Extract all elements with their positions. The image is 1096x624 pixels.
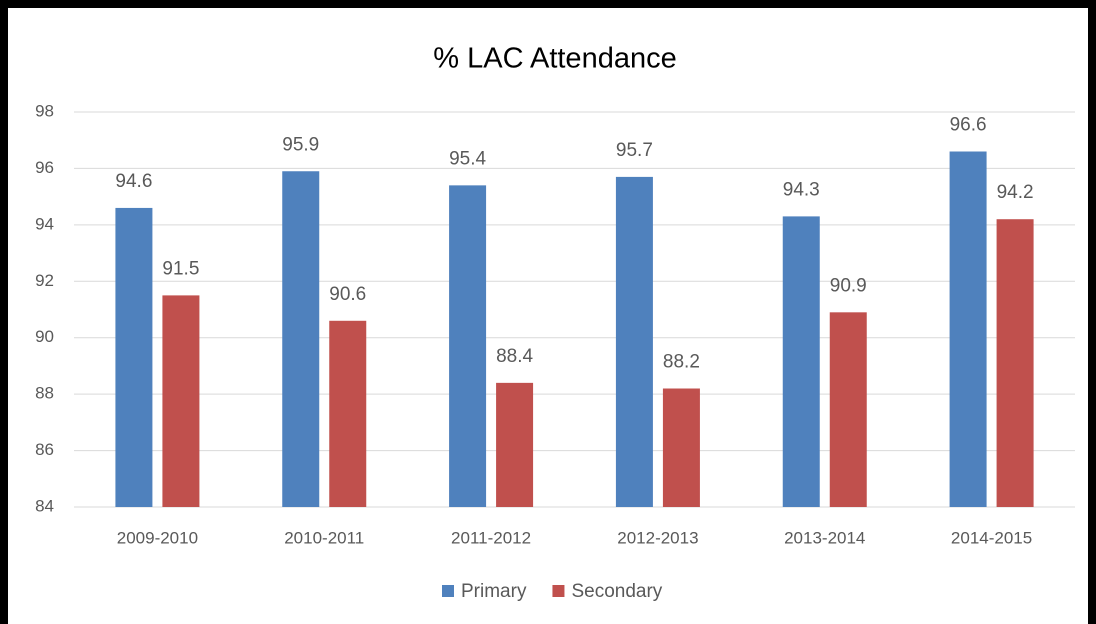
y-tick-label: 90 (35, 327, 54, 346)
data-label: 95.9 (282, 134, 319, 155)
bar (329, 320, 367, 507)
data-label: 96.6 (950, 115, 987, 136)
data-label: 95.7 (616, 140, 653, 161)
data-label: 88.4 (496, 346, 533, 367)
bar (949, 151, 987, 507)
y-tick-label: 84 (35, 496, 54, 515)
legend-swatch (442, 585, 454, 597)
x-tick-label: 2009-2010 (117, 528, 198, 547)
y-tick-label: 96 (35, 158, 54, 177)
y-tick-label: 86 (35, 440, 54, 459)
bar (996, 219, 1034, 507)
y-tick-label: 88 (35, 384, 54, 403)
x-tick-label: 2014-2015 (951, 528, 1032, 547)
bar (162, 295, 200, 507)
data-label: 94.3 (783, 179, 820, 200)
bar (662, 388, 700, 507)
chart-title: % LAC Attendance (433, 43, 676, 75)
y-tick-label: 94 (35, 214, 54, 233)
bar (282, 171, 320, 507)
data-label: 94.2 (997, 182, 1034, 203)
data-label: 90.9 (830, 275, 867, 296)
y-tick-label: 92 (35, 271, 54, 290)
data-label: 91.5 (162, 258, 199, 279)
y-tick-label: 98 (35, 101, 54, 120)
data-label: 88.2 (663, 352, 700, 373)
data-label: 94.6 (115, 171, 152, 192)
bar (829, 312, 867, 507)
data-label: 95.4 (449, 148, 486, 169)
legend-label: Secondary (571, 581, 662, 602)
bar (496, 382, 534, 507)
legend-label: Primary (461, 581, 527, 602)
x-tick-label: 2013-2014 (784, 528, 865, 547)
bar (782, 216, 820, 507)
x-tick-label: 2011-2012 (451, 528, 531, 547)
legend-swatch (552, 585, 565, 597)
data-label: 90.6 (329, 284, 366, 305)
x-tick-label: 2010-2011 (284, 528, 364, 547)
bar (449, 185, 487, 507)
bar (615, 176, 653, 507)
bar (115, 207, 153, 507)
x-tick-label: 2012-2013 (617, 528, 698, 547)
